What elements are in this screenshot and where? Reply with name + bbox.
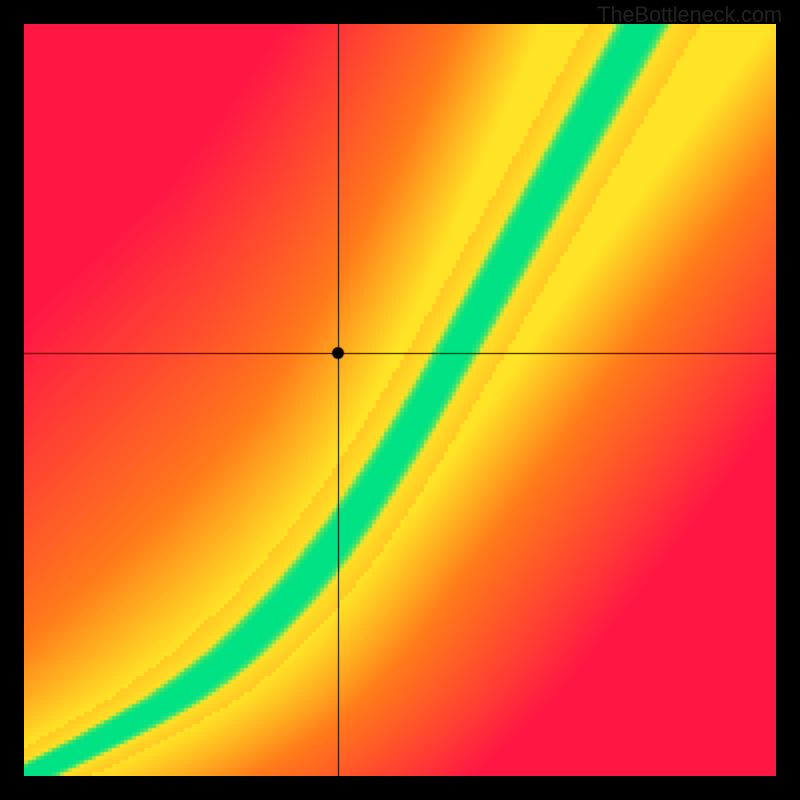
bottleneck-heatmap bbox=[24, 24, 776, 776]
chart-container: TheBottleneck.com bbox=[0, 0, 800, 800]
attribution-text: TheBottleneck.com bbox=[597, 2, 782, 28]
